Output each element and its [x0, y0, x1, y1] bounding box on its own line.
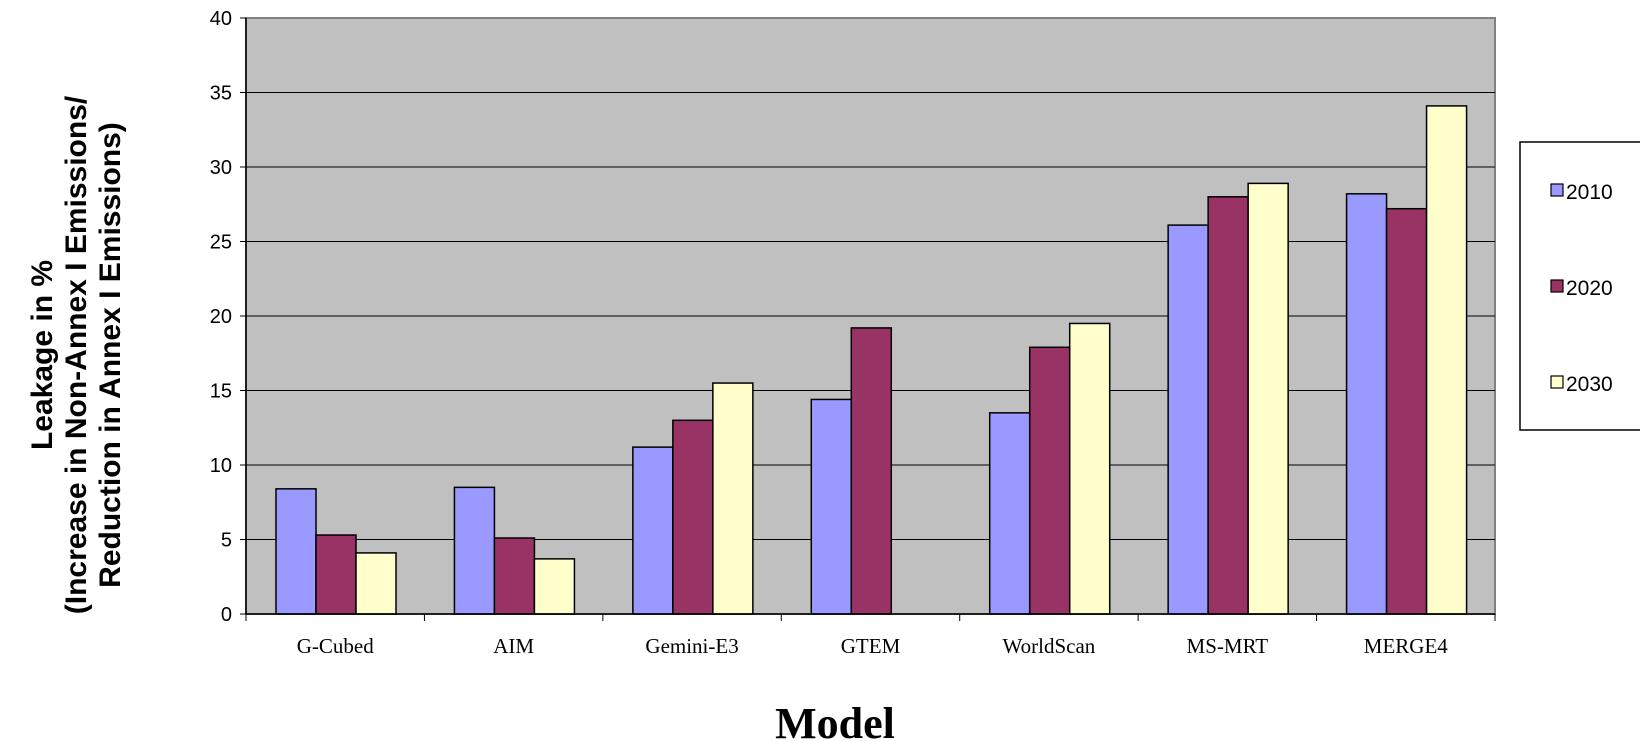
bar-2010-MS-MRT	[1167, 224, 1209, 615]
legend-swatch-2030	[1550, 375, 1564, 389]
bar-2030-G-Cubed	[355, 552, 397, 615]
x-category-label: MS-MRT	[1187, 634, 1269, 658]
y-axis: 0 5 10 15 20 25 30 35 40	[210, 8, 247, 626]
y-axis-label-line-3: Reduction in Annex I Emissions)	[94, 122, 127, 588]
legend-box	[1519, 141, 1640, 431]
bar-2020-AIM	[493, 537, 536, 615]
x-category-label: WorldScan	[1003, 634, 1096, 658]
bar-2030-MERGE4	[1425, 105, 1468, 615]
bar-2010-GTEM	[810, 398, 853, 615]
legend-label-2030: 2030	[1566, 373, 1613, 396]
x-category-label: G-Cubed	[297, 634, 374, 658]
x-category-label: MERGE4	[1364, 634, 1449, 658]
legend-label-2020: 2020	[1566, 277, 1613, 300]
y-tick-label: 5	[221, 530, 232, 552]
y-axis-label-line-1: Leakage in %	[26, 260, 59, 450]
y-tick-label: 0	[221, 604, 232, 626]
bars	[275, 105, 1468, 615]
bar-2010-AIM	[453, 486, 496, 615]
y-tick-label: 30	[210, 157, 232, 179]
y-tick-label: 10	[210, 455, 232, 477]
y-tick-label: 35	[210, 83, 232, 105]
bar-2010-WorldScan	[988, 412, 1031, 615]
bar-2010-Gemini-E3	[632, 446, 674, 615]
bar-2030-AIM	[533, 558, 576, 615]
x-category-label: GTEM	[841, 634, 901, 658]
bar-2030-MS-MRT	[1247, 182, 1289, 615]
bar-2020-MS-MRT	[1207, 196, 1249, 615]
bar-2020-Gemini-E3	[672, 419, 714, 615]
legend-label-2010: 2010	[1566, 181, 1613, 204]
legend: 2010 2020 2030	[1550, 181, 1613, 396]
x-category-label: AIM	[493, 634, 534, 658]
bar-2020-WorldScan	[1028, 346, 1071, 615]
bar-2030-Gemini-E3	[712, 382, 754, 615]
legend-swatch-2020	[1550, 279, 1564, 293]
y-tick-label: 25	[210, 232, 232, 254]
y-tick-label: 20	[210, 306, 232, 328]
bar-2020-G-Cubed	[315, 534, 357, 615]
bar-2010-G-Cubed	[275, 488, 317, 615]
x-category-label: Gemini-E3	[645, 634, 738, 658]
x-axis: G-Cubed AIM Gemini-E3 GTEM WorldScan MS-MRT ME…	[245, 613, 1496, 658]
bar-2010-MERGE4	[1345, 193, 1388, 615]
legend-swatch-2010	[1550, 183, 1564, 197]
y-tick-label: 40	[210, 8, 232, 30]
y-tick-label: 15	[210, 381, 232, 403]
bar-2020-MERGE4	[1385, 207, 1428, 615]
y-axis-label-line-2: (Increase in Non-Annex I Emissions/	[60, 95, 93, 614]
x-axis-label: Model	[775, 699, 895, 741]
bar-2020-GTEM	[850, 327, 893, 615]
bar-2030-WorldScan	[1068, 322, 1111, 615]
